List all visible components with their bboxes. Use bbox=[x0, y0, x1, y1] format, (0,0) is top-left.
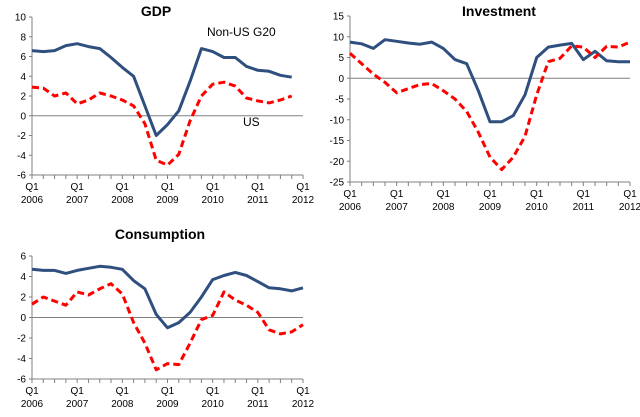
consumption-us-line bbox=[31, 282, 304, 372]
consumption-y-tick-label: 2 bbox=[20, 293, 26, 304]
gdp-y-tick-label: -6 bbox=[17, 171, 26, 182]
gdp-y-tick-label: 0 bbox=[20, 111, 26, 122]
gdp-chart: GDP -6 -4 -2 0 2 4 6 8 10 Q1 2006 Q1 2007 Q1 2008 Q1 2009… bbox=[15, 3, 315, 206]
gdp-y-tick-label: 10 bbox=[15, 13, 27, 24]
gdp-y-tick-label: 2 bbox=[20, 92, 26, 103]
consumption-x-tick-year: 2008 bbox=[111, 399, 134, 410]
investment-y-tick-label: -10 bbox=[330, 115, 345, 126]
gdp-y-tick-label: 6 bbox=[20, 52, 26, 63]
investment-x-tick-year: 2012 bbox=[619, 202, 640, 213]
investment-x-tick-quarter: Q1 bbox=[437, 189, 451, 200]
investment-us-line bbox=[349, 40, 631, 172]
gdp-y-tick-label: -2 bbox=[17, 131, 26, 142]
gdp-x-tick-quarter: Q1 bbox=[161, 182, 175, 193]
consumption-x-tick-year: 2006 bbox=[21, 399, 44, 410]
gdp-series-label-non-us-g20: Non-US G20 bbox=[207, 25, 276, 39]
consumption-chart: Consumption -6 -4 -2 0 2 4 6 Q1 2006 Q1 2007 Q1 2008 Q… bbox=[17, 226, 314, 410]
gdp-x-tick-quarter: Q1 bbox=[251, 182, 265, 193]
gdp-x-tick-quarter: Q1 bbox=[70, 182, 84, 193]
investment-y-tick-label: 0 bbox=[338, 74, 344, 85]
consumption-x-tick-quarter: Q1 bbox=[206, 386, 220, 397]
investment-y-tick-label: -5 bbox=[335, 95, 344, 106]
consumption-x-tick-quarter: Q1 bbox=[70, 386, 84, 397]
consumption-y-tick-label: 4 bbox=[20, 272, 26, 283]
investment-x-tick-quarter: Q1 bbox=[577, 189, 591, 200]
investment-title: Investment bbox=[462, 3, 536, 19]
gdp-y-tick-label: 8 bbox=[20, 32, 26, 43]
consumption-x-tick-year: 2010 bbox=[202, 399, 225, 410]
gdp-non-us-g20-line bbox=[31, 42, 292, 137]
gdp-x-tick-quarter: Q1 bbox=[116, 182, 130, 193]
gdp-x-tick-quarter: Q1 bbox=[206, 182, 220, 193]
consumption-x-tick-quarter: Q1 bbox=[161, 386, 175, 397]
investment-x-tick-quarter: Q1 bbox=[483, 189, 497, 200]
consumption-x-tick-year: 2009 bbox=[156, 399, 179, 410]
gdp-series-label-us: US bbox=[243, 115, 260, 129]
gdp-x-tick-quarter: Q1 bbox=[296, 182, 310, 193]
gdp-y-tick-label: -4 bbox=[17, 151, 26, 162]
consumption-non-us-g20-line bbox=[31, 264, 304, 330]
gdp-x-tick-year: 2010 bbox=[202, 195, 225, 206]
consumption-x-tick-quarter: Q1 bbox=[251, 386, 265, 397]
gdp-y-tick-label: 4 bbox=[20, 72, 26, 83]
investment-non-us-g20-line bbox=[349, 38, 630, 124]
gdp-us-line bbox=[31, 80, 293, 167]
gdp-x-tick-year: 2006 bbox=[21, 195, 44, 206]
investment-y-tick-label: -25 bbox=[330, 178, 345, 189]
consumption-x-tick-quarter: Q1 bbox=[296, 386, 310, 397]
consumption-y-tick-label: 6 bbox=[20, 252, 26, 263]
consumption-y-tick-label: 0 bbox=[20, 313, 26, 324]
gdp-x-tick-year: 2008 bbox=[111, 195, 134, 206]
consumption-y-tick-label: -2 bbox=[17, 334, 26, 345]
investment-x-tick-quarter: Q1 bbox=[530, 189, 544, 200]
gdp-x-tick-year: 2012 bbox=[292, 195, 315, 206]
investment-x-tick-quarter: Q1 bbox=[623, 189, 637, 200]
investment-x-tick-year: 2007 bbox=[386, 202, 409, 213]
investment-x-tick-year: 2006 bbox=[339, 202, 362, 213]
investment-x-tick-year: 2008 bbox=[432, 202, 455, 213]
investment-x-tick-year: 2011 bbox=[573, 202, 595, 213]
gdp-title: GDP bbox=[141, 3, 171, 19]
investment-x-tick-year: 2010 bbox=[526, 202, 549, 213]
investment-y-tick-label: -20 bbox=[330, 157, 345, 168]
investment-y-tick-label: 5 bbox=[338, 53, 344, 64]
consumption-x-tick-quarter: Q1 bbox=[25, 386, 39, 397]
gdp-x-tick-year: 2009 bbox=[156, 195, 179, 206]
investment-y-tick-label: 15 bbox=[333, 12, 345, 23]
gdp-x-tick-year: 2007 bbox=[66, 195, 89, 206]
investment-x-tick-year: 2009 bbox=[479, 202, 502, 213]
consumption-x-tick-year: 2012 bbox=[292, 399, 315, 410]
gdp-x-tick-year: 2011 bbox=[247, 195, 269, 206]
investment-chart: Investment -25 -20 -15 -10 -5 0 5 10 15 Q1 2006 Q1 20… bbox=[330, 3, 640, 213]
investment-x-tick-quarter: Q1 bbox=[390, 189, 404, 200]
consumption-x-tick-quarter: Q1 bbox=[116, 386, 130, 397]
investment-y-tick-label: 10 bbox=[333, 32, 345, 43]
consumption-title: Consumption bbox=[115, 226, 205, 242]
consumption-y-tick-label: -6 bbox=[17, 375, 26, 386]
consumption-x-tick-year: 2011 bbox=[247, 399, 269, 410]
consumption-x-tick-year: 2007 bbox=[66, 399, 89, 410]
consumption-y-tick-label: -4 bbox=[17, 354, 26, 365]
gdp-x-tick-quarter: Q1 bbox=[25, 182, 39, 193]
investment-y-tick-label: -15 bbox=[330, 136, 345, 147]
investment-x-tick-quarter: Q1 bbox=[343, 189, 357, 200]
